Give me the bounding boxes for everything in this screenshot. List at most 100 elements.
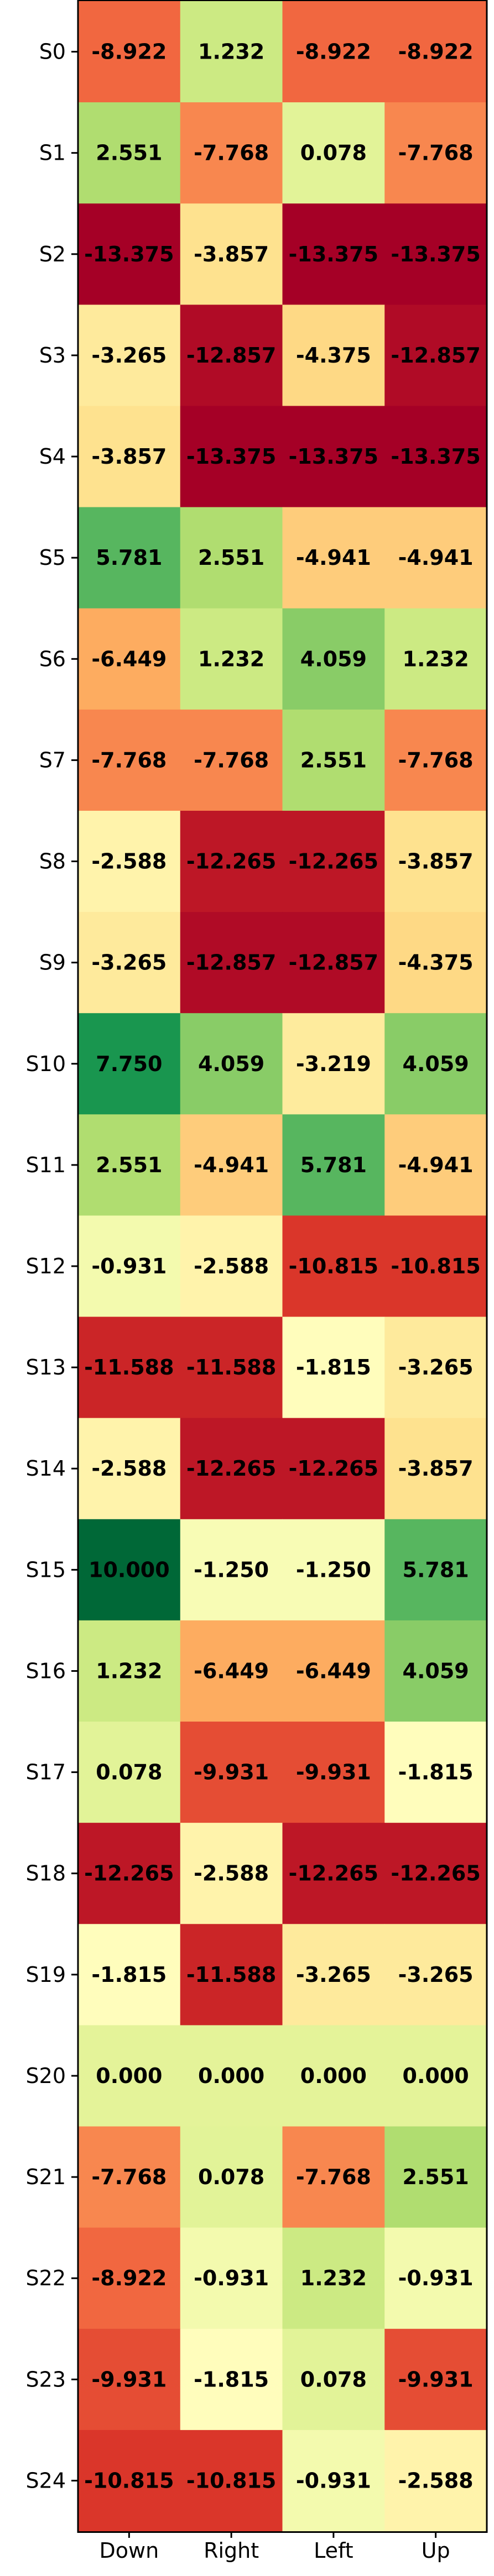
heatmap-cell xyxy=(282,1620,385,1722)
heatmap-cell xyxy=(384,2126,487,2228)
heatmap-cell xyxy=(282,709,385,811)
heatmap-cell xyxy=(78,1,181,103)
cell-value: -3.265 xyxy=(296,1963,371,1987)
cell-value: -6.449 xyxy=(91,647,167,671)
cell-value: 0.000 xyxy=(96,2064,162,2088)
heatmap-cell xyxy=(78,1418,181,1520)
cell-value: -10.815 xyxy=(84,2468,174,2493)
cell-value: -6.449 xyxy=(194,1659,269,1683)
cell-value: -12.265 xyxy=(186,1456,276,1481)
heatmap-cell xyxy=(180,203,283,305)
cell-value: -3.265 xyxy=(91,951,167,975)
heatmap-cell xyxy=(282,203,385,305)
cell-value: -1.250 xyxy=(296,1557,371,1582)
y-tick-label: S17 xyxy=(26,1760,66,1785)
heatmap-cell xyxy=(282,1316,385,1419)
heatmap-cell xyxy=(180,810,283,912)
heatmap-cell xyxy=(78,709,181,811)
cell-value: -3.265 xyxy=(91,343,167,368)
cell-value: -9.931 xyxy=(194,1760,269,1785)
heatmap-cell xyxy=(78,912,181,1014)
cell-value: -2.588 xyxy=(194,1254,269,1278)
heatmap-cell xyxy=(384,1722,487,1823)
heatmap-cell xyxy=(78,507,181,609)
heatmap-cell xyxy=(384,709,487,811)
y-tick-label: S20 xyxy=(26,2064,66,2088)
y-tick-label: S22 xyxy=(26,2266,66,2290)
heatmap-cell xyxy=(180,608,283,710)
heatmap-cell xyxy=(384,1924,487,2026)
cell-value: -12.265 xyxy=(289,1456,378,1481)
cell-value: -7.768 xyxy=(194,141,269,165)
heatmap-cell xyxy=(180,507,283,609)
heatmap-cell xyxy=(180,1114,283,1216)
heatmap-cell xyxy=(78,810,181,912)
heatmap-cell xyxy=(78,1519,181,1621)
cell-value: -2.588 xyxy=(398,2468,474,2493)
heatmap-cell xyxy=(180,406,283,508)
heatmap-cell xyxy=(78,2025,181,2127)
cell-value: -3.265 xyxy=(398,1355,474,1379)
heatmap-cell xyxy=(282,1418,385,1520)
heatmap-cell xyxy=(78,1013,181,1115)
cell-value: -8.922 xyxy=(91,40,167,64)
cell-value: -1.815 xyxy=(194,2367,269,2391)
heatmap-cell xyxy=(384,2328,487,2431)
y-tick-label: S18 xyxy=(26,1861,66,1886)
y-tick-label: S14 xyxy=(26,1456,66,1481)
cell-value: -1.815 xyxy=(91,1963,167,1987)
cell-value: 2.551 xyxy=(198,545,264,570)
y-tick-label: S16 xyxy=(26,1659,66,1683)
y-tick-label: S1 xyxy=(39,141,66,165)
cell-value: 0.078 xyxy=(198,2165,264,2189)
cell-value: -0.931 xyxy=(194,2266,269,2290)
cell-value: 1.232 xyxy=(96,1659,162,1683)
heatmap-cell xyxy=(78,1722,181,1823)
cell-value: -12.857 xyxy=(186,951,276,975)
heatmap-cell xyxy=(180,2328,283,2431)
cell-value: 5.781 xyxy=(403,1557,469,1582)
cell-value: -1.815 xyxy=(296,1355,371,1379)
heatmap-cell xyxy=(282,608,385,710)
cell-value: 10.000 xyxy=(89,1557,170,1582)
heatmap-cell xyxy=(384,1519,487,1621)
cell-value: 0.000 xyxy=(300,2064,367,2088)
cell-value: 2.551 xyxy=(403,2165,469,2189)
y-tick-label: S11 xyxy=(26,1153,66,1177)
y-tick-label: S13 xyxy=(26,1355,66,1379)
heatmap-cell xyxy=(78,2430,181,2532)
cell-value: -4.375 xyxy=(398,951,474,975)
cell-value: -2.588 xyxy=(91,1456,167,1481)
cell-value: 0.078 xyxy=(96,1760,162,1785)
heatmap-cell xyxy=(180,1823,283,1924)
heatmap-cell xyxy=(180,709,283,811)
heatmap-cell xyxy=(282,2025,385,2127)
heatmap-cell xyxy=(180,1924,283,2026)
cell-value: -3.219 xyxy=(296,1052,371,1076)
y-axis: S0 S1 S2 S3 S4 S5 S6 S7 S8 S9 S10 S11 S12 S13 S14 S15 S1… xyxy=(26,40,78,2493)
cell-value: -12.265 xyxy=(186,849,276,874)
heatmap-cell xyxy=(78,2126,181,2228)
cell-value: -8.922 xyxy=(398,40,474,64)
y-tick-label: S4 xyxy=(39,444,66,469)
heatmap-cell xyxy=(180,2126,283,2228)
cell-value: 7.750 xyxy=(96,1052,162,1076)
y-tick-label: S2 xyxy=(39,242,66,266)
cell-value: -4.941 xyxy=(194,1153,269,1177)
heatmap-cell xyxy=(78,1620,181,1722)
cell-value: -7.768 xyxy=(91,2165,167,2189)
cell-value: 5.781 xyxy=(300,1153,367,1177)
heatmap-cell xyxy=(180,1316,283,1419)
heatmap-cell xyxy=(282,1215,385,1318)
heatmap-cell xyxy=(180,2430,283,2532)
heatmap-cell xyxy=(78,305,181,407)
cell-value: -4.941 xyxy=(296,545,371,570)
cell-value: -11.588 xyxy=(186,1963,276,1987)
cell-value: -11.588 xyxy=(84,1355,174,1379)
cell-value: 4.059 xyxy=(403,1052,469,1076)
cell-value: -0.931 xyxy=(296,2468,371,2493)
y-tick-label: S9 xyxy=(39,951,66,975)
x-tick-label: Down xyxy=(100,2538,159,2563)
y-tick-label: S19 xyxy=(26,1963,66,1987)
